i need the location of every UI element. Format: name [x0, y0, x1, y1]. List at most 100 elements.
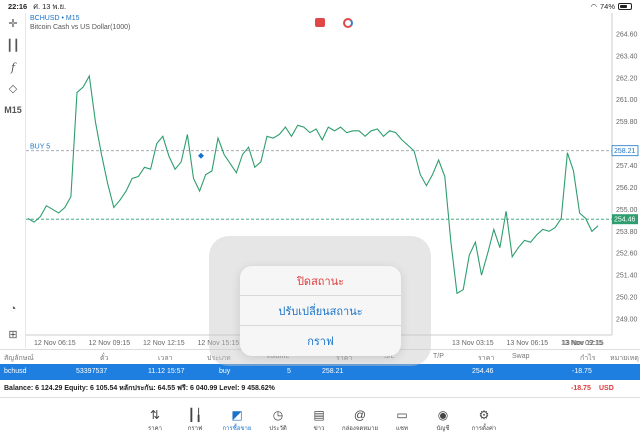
tab-account[interactable]: ◉ บัญชี: [423, 407, 463, 433]
chart-header: BCHUSD • M15 Bitcoin Cash vs US Dollar(1…: [30, 14, 130, 32]
battery-icon: [618, 3, 632, 10]
price-tick-label: 263.40: [616, 53, 638, 60]
tab-chat-label: แชท: [396, 426, 408, 432]
wifi-icon: ◠: [590, 2, 597, 11]
col-tp: T/P: [433, 353, 444, 360]
price-tick-label: 255.00: [616, 207, 638, 214]
price-tick-label: 259.80: [616, 119, 638, 126]
col-volume: Volume: [266, 353, 290, 360]
row-time: 11.12 15:57: [148, 368, 185, 375]
modify-position-button[interactable]: ปรับเปลี่ยนสถานะ: [240, 296, 401, 326]
col-profit: กำไร: [580, 355, 596, 362]
battery-text: 74%: [599, 2, 615, 11]
tab-mailbox[interactable]: @ กล่องจดหมาย: [340, 407, 380, 433]
time-tick-label: 13 Nov 03:15: [452, 340, 494, 347]
one-click-trading-icon[interactable]: [315, 18, 325, 27]
buy-level-tag-text: 258.21: [614, 148, 636, 155]
price-tick-label: 251.40: [616, 273, 638, 280]
tab-quotes-label: ราคา: [148, 426, 162, 432]
tab-settings-label: การตั้งค่า: [471, 426, 497, 432]
chart-badges: [315, 18, 353, 28]
col-type: ประเภท: [207, 355, 231, 362]
position-row[interactable]: bchusd 53397537 11.12 15:57 buy 5 258.21…: [0, 364, 640, 380]
tab-chat[interactable]: ▭ แชท: [382, 407, 422, 433]
balance-text: Balance: 6 124.29 Equity: 6 105.54 หลักป…: [4, 385, 275, 392]
tab-chart-label: กราฟ: [187, 426, 203, 432]
account-summary: Balance: 6 124.29 Equity: 6 105.54 หลักป…: [0, 380, 640, 398]
status-right: ◠ 74%: [590, 2, 632, 11]
news-icon: ▤: [313, 408, 325, 422]
price-chart[interactable]: 264.60 263.40 262.20 261.00 259.80 257.40 256.…: [26, 13, 640, 349]
row-profit: -18.75: [572, 368, 592, 375]
shapes-icon[interactable]: ◇: [8, 83, 18, 95]
buy-entry-marker: [198, 152, 204, 159]
price-tick-label: 264.60: [616, 31, 638, 38]
col-sl: S/L: [384, 353, 395, 360]
time-tick-label: 13 Nov 06:15: [507, 340, 549, 347]
row-open-price: 258.21: [322, 368, 344, 375]
signal-icon[interactable]: [343, 18, 353, 28]
currency: USD: [599, 385, 614, 392]
tab-trade[interactable]: ◩ การซื้อขาย: [217, 407, 257, 433]
history-icon: ◷: [272, 408, 284, 422]
row-symbol: bchusd: [4, 368, 27, 375]
price-tick-label: 262.20: [616, 75, 638, 82]
col-time: เวลา: [158, 355, 173, 362]
clock: 22:16: [8, 2, 28, 11]
timeframe-button[interactable]: M15: [4, 105, 22, 115]
chart-button[interactable]: กราฟ: [307, 336, 334, 348]
time-tick-label: 13 Nov 09:15: [561, 340, 603, 347]
mailbox-icon: @: [353, 408, 367, 422]
row-price: 254.46: [472, 368, 494, 375]
row-volume: 5: [287, 368, 291, 375]
add-icon[interactable]: ⊞: [8, 329, 18, 341]
time-tick-label: 12 Nov 15:15: [198, 340, 240, 347]
tab-bar: ⇅ ราคา ┃╽ กราฟ ◩ การซื้อขาย ◷ ประวัติ ▤ ข่าว …: [0, 404, 640, 447]
candles-icon[interactable]: ┃┃: [6, 40, 20, 52]
trade-icon: ◩: [231, 408, 243, 422]
col-open-price: ราคา: [336, 355, 353, 362]
chart-icon: ┃╽: [187, 408, 203, 422]
status-bar: 22:16 ศ. 13 พ.ย. ◠ 74%: [0, 0, 640, 13]
row-type: buy: [219, 368, 231, 375]
tab-news[interactable]: ▤ ข่าว: [299, 407, 339, 433]
price-tick-label: 256.20: [616, 185, 638, 192]
price-tick-label: 249.00: [616, 316, 638, 323]
date: ศ. 13 พ.ย.: [33, 1, 67, 11]
current-price-tag-text: 254.46: [614, 217, 636, 224]
price-tick-label: 250.20: [616, 295, 638, 302]
price-tick-label: 253.80: [616, 229, 638, 236]
current-price-tag: [612, 214, 638, 225]
function-icon[interactable]: f: [10, 61, 16, 74]
tab-quotes[interactable]: ⇅ ราคา: [135, 407, 175, 433]
col-comment: หมายเหตุ: [610, 355, 639, 362]
settings-icon: ⚙: [478, 408, 490, 422]
chart-toolbar: ✛ ┃┃ f ◇ M15 ◔ ⊞: [0, 13, 26, 348]
tab-history[interactable]: ◷ ประวัติ: [258, 407, 298, 433]
buy-level-tag: [611, 145, 639, 157]
tab-news-label: ข่าว: [313, 426, 325, 432]
time-tick-label: 12 Nov 12:15: [143, 340, 185, 347]
chart-description: Bitcoin Cash vs US Dollar(1000): [30, 24, 131, 31]
speed-icon[interactable]: ◔: [9, 303, 17, 315]
crosshair-icon[interactable]: ✛: [8, 18, 18, 30]
tab-chart[interactable]: ┃╽ กราฟ: [175, 407, 215, 433]
tab-account-label: บัญชี: [436, 426, 450, 432]
col-swap: Swap: [512, 353, 530, 360]
row-ticket: 53397537: [76, 368, 108, 375]
quotes-icon: ⇅: [149, 408, 161, 422]
chat-icon: ▭: [396, 408, 408, 422]
price-tick-label: 257.40: [616, 163, 638, 170]
tab-settings[interactable]: ⚙ การตั้งค่า: [464, 407, 504, 433]
time-tick-label: 12 Nov 09:15: [89, 340, 131, 347]
battery-fill: [620, 5, 628, 8]
col-ticket: ตั๋ว: [100, 355, 109, 362]
tab-mailbox-label: กล่องจดหมาย: [341, 426, 379, 432]
col-symbol: สัญลักษณ์: [4, 355, 34, 362]
total-profit: -18.75: [571, 385, 591, 392]
close-position-button[interactable]: ปิดสถานะ: [240, 266, 401, 296]
col-price: ราคา: [478, 355, 495, 362]
position-action-sheet: ปิดสถานะ ปรับเปลี่ยนสถานะ กราฟ: [240, 266, 401, 356]
chart-symbol: BCHUSD • M15: [30, 15, 80, 22]
price-tick-label: 252.60: [616, 251, 638, 258]
